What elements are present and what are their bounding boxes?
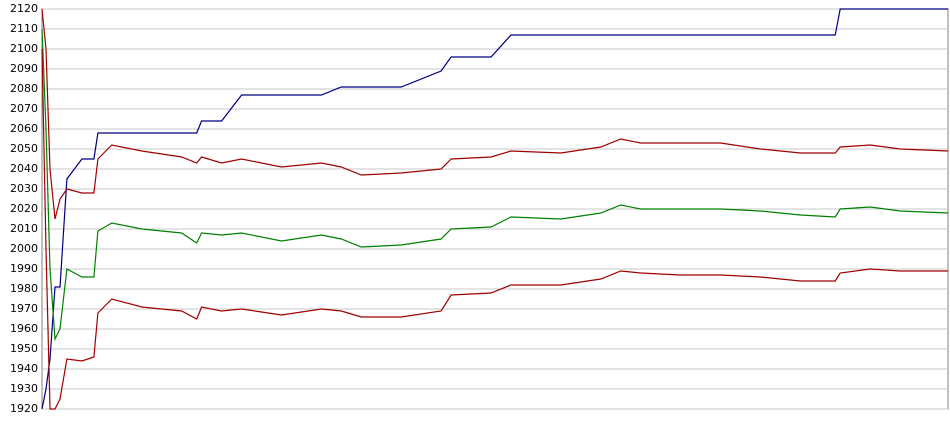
y-tick-label: 2040: [10, 162, 38, 175]
y-tick-label: 1940: [10, 362, 38, 375]
y-tick-label: 1920: [10, 402, 38, 415]
y-tick-label: 1980: [10, 282, 38, 295]
y-tick-label: 2000: [10, 242, 38, 255]
series-line: [41, 8, 948, 410]
series-line: [41, 48, 948, 410]
y-tick-label: 1970: [10, 302, 38, 315]
series-line: [41, 28, 949, 342]
y-tick-label: 1960: [10, 322, 38, 335]
y-tick-label: 2080: [10, 82, 38, 95]
series-line: [41, 8, 949, 220]
y-tick-label: 2060: [10, 122, 38, 135]
y-tick-label: 1950: [10, 342, 38, 355]
y-tick-label: 1930: [10, 382, 38, 395]
y-tick-label: 1990: [10, 262, 38, 275]
y-tick-label: 2100: [10, 42, 38, 55]
y-tick-label: 2110: [10, 22, 38, 35]
y-tick-label: 2090: [10, 62, 38, 75]
y-tick-label: 2050: [10, 142, 38, 155]
y-tick-label: 2120: [10, 2, 38, 15]
y-tick-label: 2010: [10, 222, 38, 235]
y-tick-label: 2030: [10, 182, 38, 195]
y-tick-label: 2070: [10, 102, 38, 115]
y-tick-label: 2020: [10, 202, 38, 215]
